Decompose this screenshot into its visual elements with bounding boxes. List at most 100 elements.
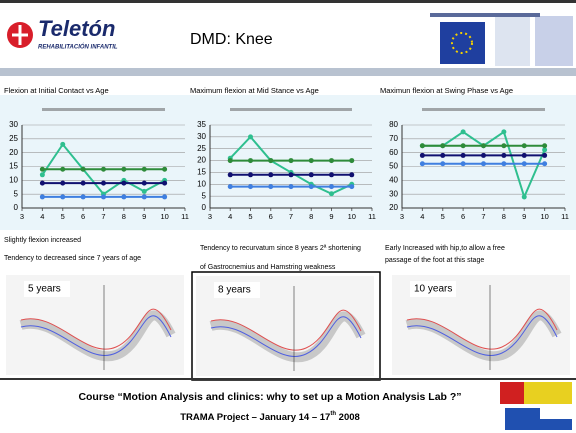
chart-title: Flexion at Initial Contact vs Age (4, 86, 109, 95)
point (248, 134, 253, 139)
y-tick-label: 25 (197, 144, 206, 153)
point (142, 181, 147, 186)
x-tick-label: 8 (502, 212, 506, 221)
logo-bar (430, 13, 540, 17)
point (309, 158, 314, 163)
y-tick-label: 40 (389, 175, 398, 184)
chart-title: Maximun flexion at Swing Phase vs Age (380, 86, 513, 95)
logo-2 (495, 16, 530, 66)
footer-rule (0, 378, 576, 380)
y-tick-label: 80 (389, 120, 398, 129)
flag-part (540, 408, 572, 419)
point (121, 194, 126, 199)
point (289, 184, 294, 189)
point (81, 194, 86, 199)
x-tick-label: 3 (400, 212, 404, 221)
y-tick-label: 30 (389, 189, 398, 198)
point (81, 167, 86, 172)
footer-line1: Course “Motion Analysis and clinics: why… (78, 391, 461, 403)
point (501, 153, 506, 158)
point (309, 172, 314, 177)
subtitle-placeholder (42, 108, 165, 111)
point (60, 142, 65, 147)
note: Early Increased with hip,to allow a free (385, 245, 505, 252)
y-tick-label: 30 (197, 132, 206, 141)
top-bar (0, 0, 576, 3)
point (349, 172, 354, 177)
point (501, 161, 506, 166)
point (162, 194, 167, 199)
y-tick-label: 35 (197, 120, 206, 129)
point (40, 181, 45, 186)
point (81, 181, 86, 186)
note: Tendency to decreased since 7 years of a… (4, 255, 141, 262)
point (142, 167, 147, 172)
x-tick-label: 5 (61, 212, 65, 221)
y-tick-label: 20 (197, 156, 206, 165)
point (461, 129, 466, 134)
point (289, 172, 294, 177)
y-tick-label: 0 (14, 203, 19, 212)
y-tick-label: 20 (389, 203, 398, 212)
x-tick-label: 7 (289, 212, 293, 221)
footer-a: TRAMA Project – January 14 – 17 (180, 412, 330, 423)
point (329, 158, 334, 163)
image-label: 10 years (414, 284, 452, 295)
point (481, 153, 486, 158)
point (162, 181, 167, 186)
x-tick-label: 9 (522, 212, 526, 221)
y-tick-label: 15 (197, 168, 206, 177)
header-band (0, 68, 576, 76)
x-tick-label: 10 (540, 212, 548, 221)
x-tick-label: 8 (122, 212, 126, 221)
note: of Gastrocnemius and Hamstring weakness (200, 264, 336, 271)
x-tick-label: 11 (561, 212, 569, 221)
x-tick-label: 5 (441, 212, 445, 221)
note: Slightly flexion increased (4, 237, 81, 244)
x-tick-label: 4 (420, 212, 424, 221)
logo-text: Teletón (38, 16, 115, 41)
point (542, 161, 547, 166)
x-tick-label: 11 (181, 212, 189, 221)
point (248, 184, 253, 189)
point (228, 184, 233, 189)
y-tick-label: 50 (389, 162, 398, 171)
point (228, 172, 233, 177)
x-tick-label: 6 (269, 212, 273, 221)
x-tick-label: 8 (309, 212, 313, 221)
y-tick-label: 0 (202, 203, 207, 212)
point (461, 161, 466, 166)
point (40, 172, 45, 177)
y-tick-label: 15 (9, 162, 18, 171)
point (142, 189, 147, 194)
point (522, 153, 527, 158)
point (228, 158, 233, 163)
point (329, 184, 334, 189)
point (501, 129, 506, 134)
logo-3 (535, 16, 573, 66)
footer-c: 2008 (336, 412, 360, 423)
point (329, 172, 334, 177)
point (248, 158, 253, 163)
eu-flag (440, 22, 485, 64)
x-tick-label: 6 (81, 212, 85, 221)
point (420, 143, 425, 148)
x-tick-label: 3 (20, 212, 24, 221)
y-tick-label: 70 (389, 134, 398, 143)
point (101, 194, 106, 199)
point (40, 167, 45, 172)
point (349, 158, 354, 163)
image-label: 8 years (218, 285, 251, 296)
subtitle-placeholder (422, 108, 545, 111)
point (142, 194, 147, 199)
point (268, 158, 273, 163)
point (420, 153, 425, 158)
point (542, 153, 547, 158)
x-tick-label: 9 (329, 212, 333, 221)
y-tick-label: 25 (9, 134, 18, 143)
point (289, 158, 294, 163)
point (268, 184, 273, 189)
point (101, 181, 106, 186)
point (522, 161, 527, 166)
point (329, 191, 334, 196)
